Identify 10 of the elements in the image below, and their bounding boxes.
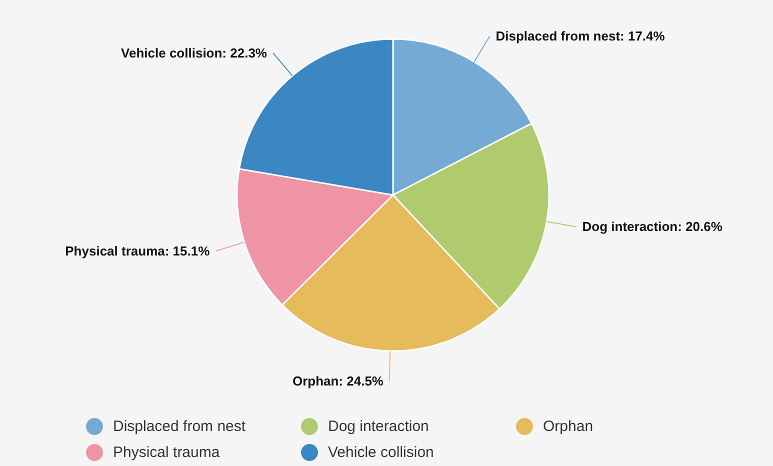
data-label: Vehicle collision: 22.3% (121, 45, 268, 60)
data-label: Displaced from nest: 17.4% (496, 28, 666, 44)
data-label: Physical trauma: 15.1% (65, 244, 210, 259)
legend-label: Physical trauma (113, 444, 220, 460)
data-label: Dog interaction: 20.6% (582, 219, 723, 234)
data-label: Orphan: 24.5% (292, 373, 384, 388)
legend-label: Orphan (543, 418, 594, 434)
legend-label: Displaced from nest (113, 418, 246, 434)
legend-label: Dog interaction (328, 418, 429, 434)
legend-label: Vehicle collision (328, 444, 434, 460)
